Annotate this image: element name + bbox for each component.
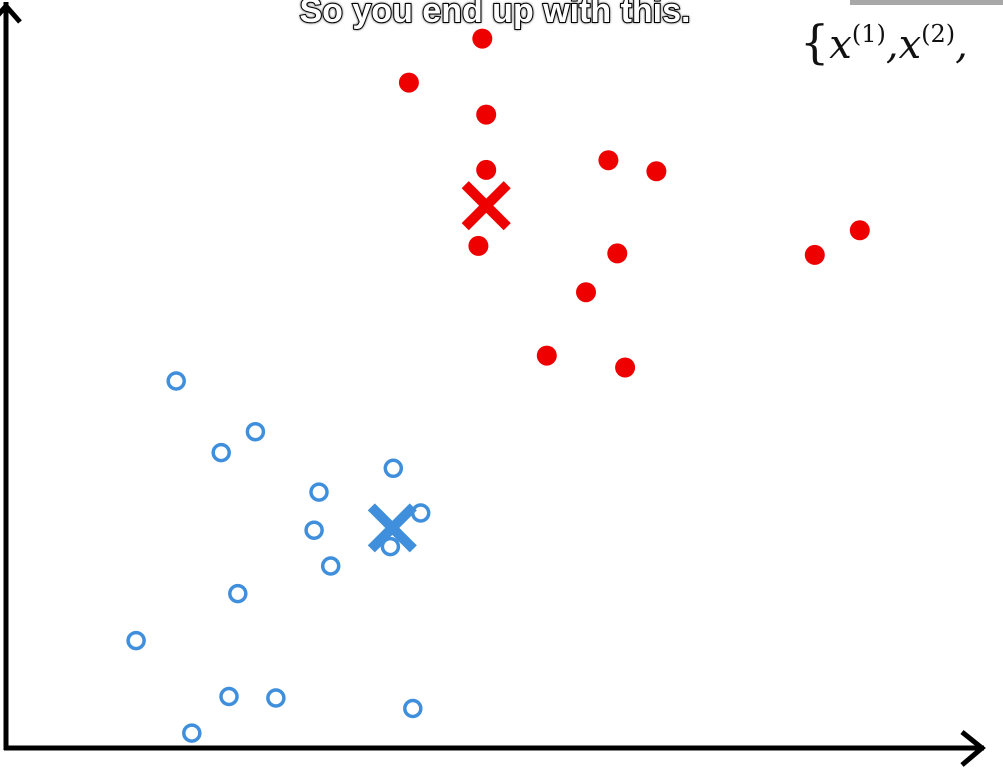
math-term-2-base: x <box>898 22 922 68</box>
window-edge-bar <box>850 0 1003 5</box>
red-centroid-marker <box>461 181 511 231</box>
red-data-point <box>398 72 419 93</box>
red-data-point <box>598 150 619 171</box>
red-data-point <box>472 28 493 49</box>
blue-data-point <box>245 421 266 442</box>
math-term-2-superscript: (2) <box>921 20 956 48</box>
subtitle-caption: So you end up with this. <box>299 0 692 30</box>
blue-data-point <box>380 536 401 557</box>
red-data-point <box>849 220 870 241</box>
red-data-point <box>646 161 667 182</box>
math-term-2-separator: , <box>955 22 968 68</box>
red-data-point <box>476 159 497 180</box>
blue-data-point <box>126 630 146 651</box>
blue-data-point <box>182 723 202 743</box>
centroid-stroke <box>461 181 511 231</box>
math-term-1-separator: , <box>885 22 899 68</box>
blue-data-point <box>309 482 329 502</box>
plot-axes <box>0 2 986 767</box>
x-axis-arrowhead <box>960 730 986 767</box>
blue-data-point <box>166 371 186 391</box>
blue-data-point <box>403 698 423 719</box>
blue-data-point <box>228 583 248 604</box>
red-data-point <box>607 243 628 264</box>
blue-data-point <box>320 556 341 576</box>
blue-data-point <box>383 458 404 479</box>
math-term-1-superscript: (1) <box>851 20 886 48</box>
blue-data-point <box>304 520 324 540</box>
red-data-point <box>468 235 489 256</box>
plot-marks <box>126 28 870 743</box>
red-data-point <box>476 104 497 125</box>
centroid-stroke <box>367 503 417 553</box>
blue-data-point <box>410 503 431 523</box>
red-data-point <box>536 345 557 366</box>
blue-data-point <box>266 688 286 708</box>
blue-centroid-marker <box>367 503 417 553</box>
y-axis-arrowhead <box>0 2 22 24</box>
math-term-1-base: x <box>829 22 852 68</box>
red-data-point <box>615 357 636 378</box>
blue-data-point <box>219 686 239 707</box>
set-open-brace: { <box>800 15 830 69</box>
red-data-point <box>804 244 825 265</box>
blue-data-point <box>211 442 231 463</box>
set-notation: {x(1),x(2), <box>800 12 968 67</box>
red-data-point <box>576 282 596 303</box>
